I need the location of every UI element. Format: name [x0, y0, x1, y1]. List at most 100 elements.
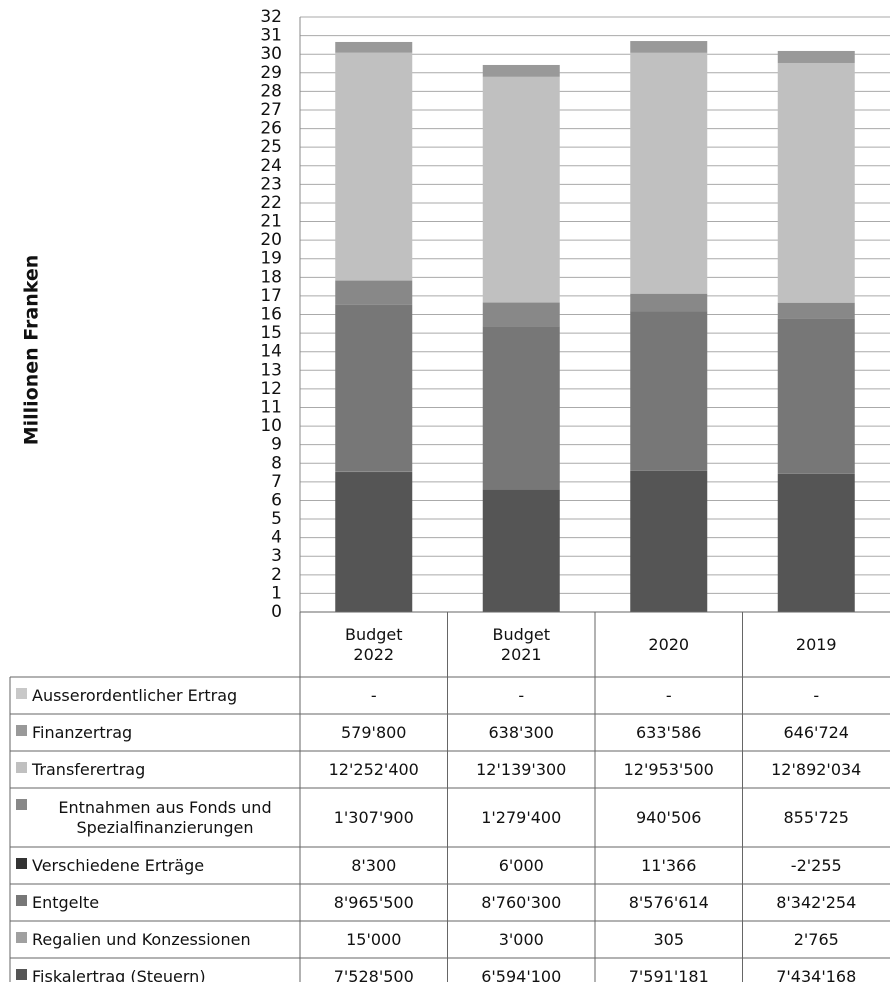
bar-segment	[482, 76, 560, 303]
y-tick-label: 22	[260, 193, 282, 213]
y-tick-label: 8	[271, 453, 282, 473]
column-header: Budget 2021	[448, 612, 596, 677]
table-cell: 638'300	[448, 714, 596, 751]
y-tick-label: 1	[271, 583, 282, 603]
table-cell-text: -	[813, 685, 820, 705]
table-cell: 8'965'500	[300, 884, 448, 921]
table-cell-text: 638'300	[488, 722, 554, 742]
table-cell-text: 7'434'168	[776, 966, 857, 982]
bar-segment	[335, 305, 413, 472]
table-cell-text: 8'576'614	[628, 892, 709, 912]
table-cell: 2'765	[743, 921, 890, 958]
table-cell: 7'528'500	[300, 958, 448, 982]
bar-segment	[630, 293, 708, 312]
row-label-text: Entnahmen aus Fonds und Spezialfinanzier…	[58, 797, 272, 837]
y-tick-label: 10	[260, 416, 282, 436]
table-cell: -	[743, 677, 890, 714]
column-header: 2020	[595, 612, 743, 677]
column-header-text: Budget 2021	[492, 624, 551, 664]
table-cell-text: 12'892'034	[771, 759, 862, 779]
column-header-text: 2019	[795, 634, 837, 654]
table-cell: -	[595, 677, 743, 714]
y-tick-label: 5	[271, 509, 282, 529]
row-label: Regalien und Konzessionen	[32, 921, 298, 958]
bar-segment	[630, 470, 708, 612]
bar-segment	[482, 64, 560, 77]
table-cell-text: -2'255	[790, 855, 842, 875]
y-tick-label: 16	[260, 305, 282, 325]
bar-segment	[335, 280, 413, 305]
legend-swatch	[16, 858, 27, 869]
y-tick-label: 29	[260, 63, 282, 83]
table-cell: 3'000	[448, 921, 596, 958]
y-tick-label: 18	[260, 267, 282, 287]
row-label: Entnahmen aus Fonds und Spezialfinanzier…	[32, 788, 298, 847]
bar-segment	[777, 50, 855, 63]
table-cell-text: 940'506	[636, 807, 702, 827]
bar-segment	[777, 473, 855, 612]
row-label-text: Fiskalertrag (Steuern)	[32, 966, 206, 982]
table-cell: 8'342'254	[743, 884, 890, 921]
y-tick-label: 17	[260, 286, 282, 306]
table-cell: 633'586	[595, 714, 743, 751]
bar-segment	[630, 52, 708, 294]
row-label-text: Regalien und Konzessionen	[32, 929, 251, 949]
y-tick-label: 13	[260, 360, 282, 380]
table-cell-text: 579'800	[341, 722, 407, 742]
y-axis-title: Millionen Franken	[21, 255, 43, 446]
column-header: Budget 2022	[300, 612, 448, 677]
bar-segment	[630, 41, 708, 53]
column-header: 2019	[743, 612, 890, 677]
y-tick-label: 21	[260, 212, 282, 232]
y-tick-label: 14	[260, 342, 282, 362]
table-cell: 7'591'181	[595, 958, 743, 982]
table-cell-text: 633'586	[636, 722, 702, 742]
y-tick-label: 23	[260, 174, 282, 194]
table-cell-text: 6'594'100	[481, 966, 562, 982]
y-tick-label: 32	[260, 7, 282, 27]
table-cell-text: 12'953'500	[623, 759, 714, 779]
table-cell-text: 7'528'500	[333, 966, 414, 982]
y-tick-label: 26	[260, 119, 282, 139]
legend-swatch	[16, 762, 27, 773]
bar-segment	[777, 318, 855, 474]
bar-segment	[335, 41, 413, 53]
legend-swatch	[16, 725, 27, 736]
bar-segment	[482, 302, 560, 327]
column-header-text: Budget 2022	[344, 624, 403, 664]
table-cell: 6'594'100	[448, 958, 596, 982]
y-tick-label: 7	[271, 472, 282, 492]
table-cell: 15'000	[300, 921, 448, 958]
legend-swatch	[16, 932, 27, 943]
table-cell-text: 6'000	[498, 855, 544, 875]
table-cell-text: 15'000	[346, 929, 402, 949]
row-label: Entgelte	[32, 884, 298, 921]
table-cell-text: 3'000	[498, 929, 544, 949]
table-cell-text: 12'252'400	[328, 759, 419, 779]
y-tick-label: 20	[260, 230, 282, 250]
table-cell-text: -	[370, 685, 377, 705]
table-cell-text: 1'307'900	[333, 807, 414, 827]
row-label-text: Entgelte	[32, 892, 100, 912]
table-cell: -2'255	[743, 847, 890, 884]
y-tick-label: 30	[260, 44, 282, 64]
table-cell-text: 12'139'300	[476, 759, 567, 779]
row-label: Verschiedene Erträge	[32, 847, 298, 884]
table-cell-text: 2'765	[793, 929, 839, 949]
table-cell: 11'366	[595, 847, 743, 884]
table-cell-text: 11'366	[641, 855, 697, 875]
table-cell: 8'760'300	[448, 884, 596, 921]
y-tick-label: 28	[260, 81, 282, 101]
legend-swatch	[16, 969, 27, 980]
table-cell: 646'724	[743, 714, 890, 751]
table-cell-text: 1'279'400	[481, 807, 562, 827]
y-tick-label: 12	[260, 379, 282, 399]
y-tick-label: 11	[260, 397, 282, 417]
table-cell: 1'307'900	[300, 788, 448, 847]
table-cell-text: 8'300	[351, 855, 397, 875]
table-cell: 8'576'614	[595, 884, 743, 921]
bar-segment	[482, 326, 560, 490]
row-label-text: Verschiedene Erträge	[32, 855, 205, 875]
table-cell: 12'252'400	[300, 751, 448, 788]
